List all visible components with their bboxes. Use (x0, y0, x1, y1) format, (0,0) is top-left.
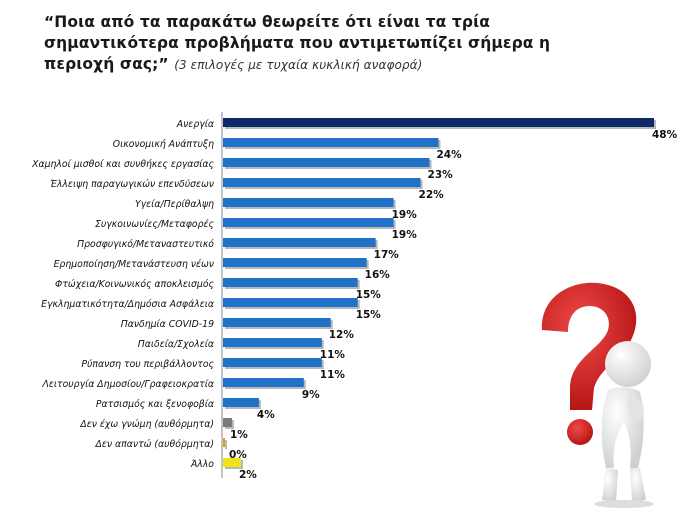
bar-chart: Ανεργία 48% Οικονομική Ανάπτυξη 24% Χαμηλοί … (31, 112, 678, 481)
category-label: Δεν απαντώ (αυθόρμητα) (95, 439, 215, 450)
bar (223, 398, 259, 407)
thinking-figure (594, 341, 654, 508)
value-label: 11% (320, 369, 346, 381)
category-label: Ρατσισμός και ξενοφοβία (96, 399, 214, 410)
category-label: Παιδεία/Σχολεία (138, 339, 214, 350)
bar-shadow (225, 440, 227, 449)
value-label: 4% (257, 409, 275, 421)
value-label: 22% (419, 189, 445, 201)
value-label: 23% (428, 169, 454, 181)
category-label: Έλλειψη παραγωγικών επενδύσεων (50, 179, 214, 190)
value-label: 24% (437, 149, 463, 161)
chart-title: “Ποια από τα παρακάτω θεωρείτε ότι είναι… (44, 12, 604, 76)
bar (223, 258, 367, 267)
category-label: Πανδημία COVID-19 (121, 319, 214, 330)
category-label: Ανεργία (176, 119, 214, 130)
bar (223, 338, 322, 347)
bar (223, 438, 225, 447)
value-label: 15% (356, 289, 382, 301)
question-mark-shape (541, 282, 637, 445)
value-label: 19% (392, 209, 418, 221)
value-label: 1% (230, 429, 248, 441)
category-label: Εγκληματικότητα/Δημόσια Ασφάλεια (41, 299, 214, 310)
category-label: Ερημοποίηση/Μετανάστευση νέων (54, 259, 214, 270)
value-label: 15% (356, 309, 382, 321)
bar (223, 158, 430, 167)
category-label: Ρύπανση του περιβάλλοντος (81, 359, 214, 370)
question-text: “Ποια από τα παρακάτω θεωρείτε ότι είναι… (44, 13, 551, 73)
value-label: 11% (320, 349, 346, 361)
bar (223, 278, 358, 287)
question-note: (3 επιλογές με τυχαία κυκλική αναφορά) (174, 58, 423, 72)
value-label: 19% (392, 229, 418, 241)
bar (223, 118, 654, 127)
value-label: 9% (302, 389, 320, 401)
value-label: 12% (329, 329, 355, 341)
category-label: Δεν έχω γνώμη (αυθόρμητα) (79, 419, 214, 430)
bar (223, 418, 232, 427)
bar (223, 298, 358, 307)
value-label: 48% (652, 129, 678, 141)
bars-layer: Ανεργία 48% Οικονομική Ανάπτυξη 24% Χαμηλοί … (31, 118, 678, 481)
bar (223, 178, 421, 187)
value-label: 2% (239, 469, 257, 481)
bar (223, 358, 322, 367)
bar (223, 198, 394, 207)
bar (223, 378, 304, 387)
category-label: Άλλο (190, 459, 214, 470)
category-label: Λειτουργία Δημοσίου/Γραφειοκρατία (41, 379, 214, 390)
category-label: Συγκοινωνίες/Μεταφορές (95, 219, 215, 230)
category-label: Υγεία/Περίθαλψη (135, 199, 214, 210)
bar (223, 138, 439, 147)
category-label: Φτώχεια/Κοινωνικός αποκλεισμός (55, 279, 215, 290)
bar (223, 238, 376, 247)
bar (223, 458, 241, 467)
value-label: 17% (374, 249, 400, 261)
bar (223, 218, 394, 227)
question-mark-figure-icon (541, 282, 654, 508)
category-label: Χαμηλοί μισθοί και συνθήκες εργασίας (31, 159, 214, 170)
value-label: 16% (365, 269, 391, 281)
bar (223, 318, 331, 327)
category-label: Προσφυγικό/Μεταναστευτικό (77, 239, 214, 250)
category-label: Οικονομική Ανάπτυξη (113, 139, 214, 150)
